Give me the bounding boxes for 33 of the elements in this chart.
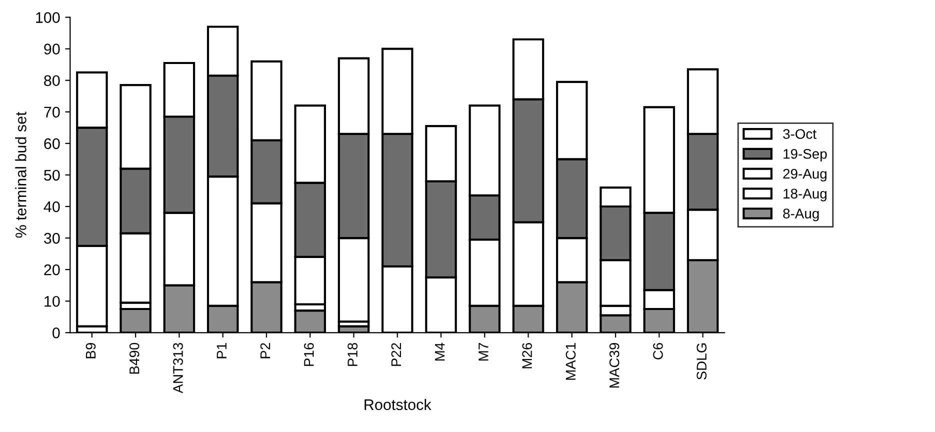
y-tick-label: 50 [44,170,60,181]
y-tick-label: 70 [44,106,60,118]
x-tick-label: P1 [216,343,226,358]
y-tick-label: 100 [36,12,60,23]
x-tick-label: B490 [129,342,140,374]
y-tick-label: 30 [44,232,60,244]
x-tick-label: P18 [348,342,358,366]
legend-label: 8-Aug [783,208,819,222]
y-tick-label: 40 [44,201,60,212]
x-tick-label: M26 [522,342,532,368]
legend-label: 19-Sep [784,148,827,162]
x-tick-label: M4 [435,342,445,361]
legend-label: 18-Aug [784,188,826,202]
y-tick-label: 10 [44,296,60,307]
legend-label: 3-Oct [783,129,816,139]
x-tick-label: MAC39 [609,343,620,388]
x-tick-label: SDLG [696,343,707,380]
y-tick-label: 80 [44,75,60,86]
x-axis-title: Rootstock [364,398,432,410]
legend-label: 29-Aug [783,168,826,182]
x-tick-label: P22 [391,343,401,366]
y-tick-label: 20 [44,264,60,276]
y-tick-label: 90 [44,44,60,54]
x-tick-label: P16 [304,342,314,366]
x-tick-label: ANT313 [173,342,183,394]
x-tick-label: P2 [260,343,270,358]
x-tick-label: C6 [653,342,663,360]
y-tick-label: 0 [52,328,60,338]
x-tick-label: M7 [478,343,488,361]
y-axis-title: % terminal bud set [15,112,26,238]
y-tick-label: 60 [44,138,60,150]
x-tick-label: B9 [86,343,96,358]
x-tick-label: MAC1 [566,343,576,380]
